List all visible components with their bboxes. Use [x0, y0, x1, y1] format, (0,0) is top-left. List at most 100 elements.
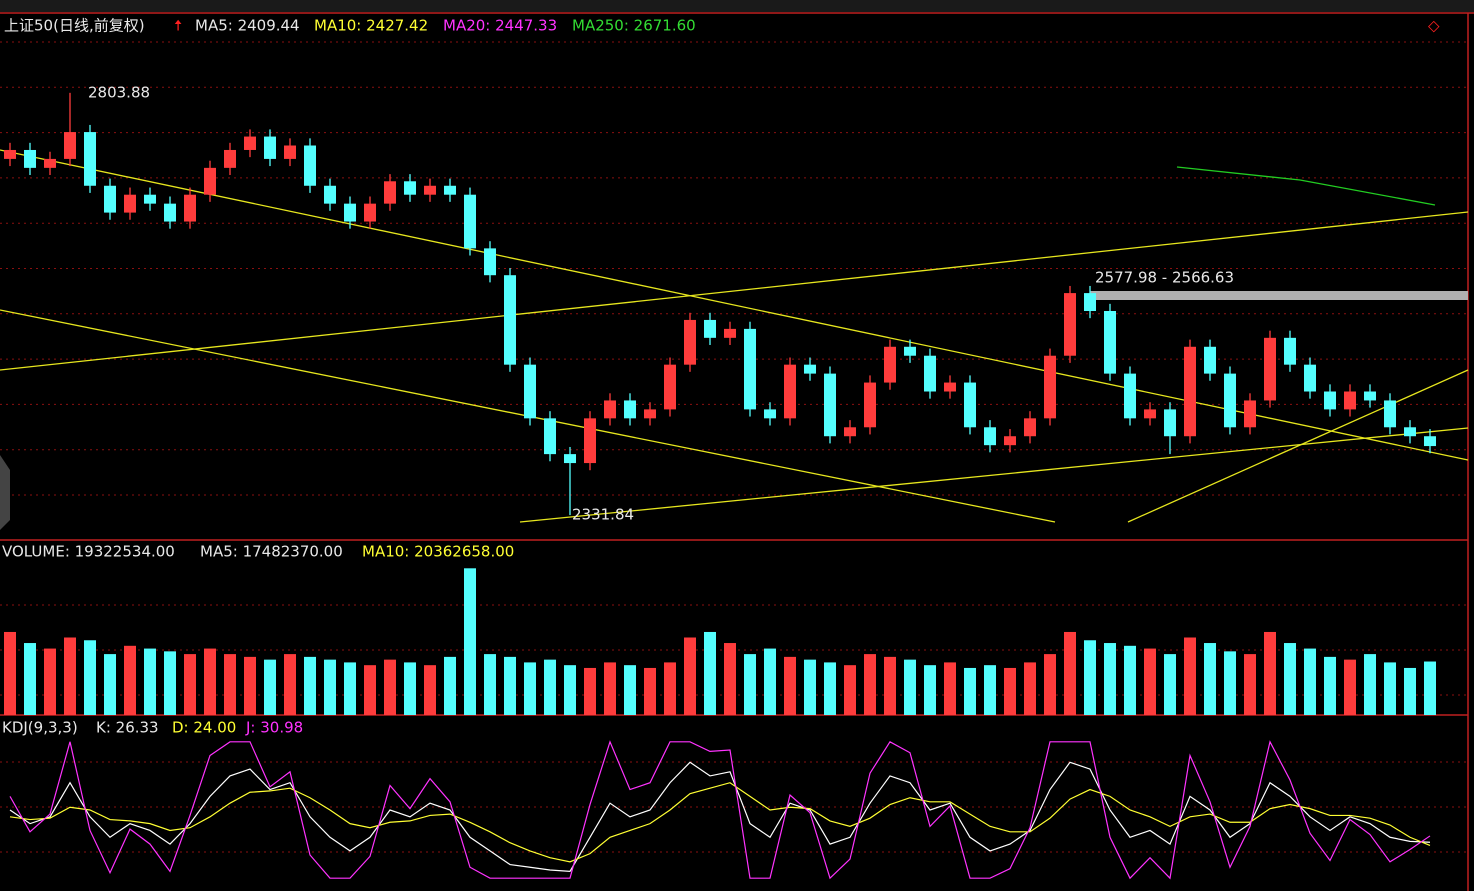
- volume-bar: [484, 654, 496, 715]
- candle-body: [444, 185, 456, 195]
- volume-bar: [1344, 659, 1356, 715]
- volume-bar: [864, 654, 876, 715]
- candle-body: [844, 427, 856, 437]
- candle-body: [164, 203, 176, 222]
- candle-body: [684, 319, 696, 365]
- volume-bar: [504, 656, 516, 715]
- volume-bar: [384, 659, 396, 715]
- up-arrow: 🠅: [174, 17, 182, 35]
- candle-body: [764, 409, 776, 419]
- volume-bar: [564, 665, 576, 715]
- volume-bar: [844, 665, 856, 715]
- kdj-j: J: 30.98: [245, 719, 303, 737]
- volume-bar: [424, 665, 436, 715]
- candle-body: [1164, 409, 1176, 437]
- volume-bar: [1064, 631, 1076, 715]
- volume-bar: [1224, 651, 1236, 715]
- volume-bar: [1144, 648, 1156, 715]
- candle-body: [1144, 409, 1156, 419]
- candle-body: [344, 203, 356, 222]
- volume-bar: [1404, 667, 1416, 715]
- panel-borders: [0, 12, 1474, 891]
- candle-body: [264, 136, 276, 159]
- candle-body: [624, 400, 636, 419]
- volume-bar: [104, 654, 116, 715]
- kdj-line: [9, 761, 1431, 872]
- candle-body: [4, 149, 16, 159]
- volume-bar: [544, 659, 556, 715]
- volume-bar: [1244, 654, 1256, 715]
- candle-body: [944, 382, 956, 392]
- volume-bar: [1164, 654, 1176, 715]
- candle-body: [564, 454, 576, 464]
- chart-title: 上证50(日线,前复权): [4, 17, 145, 35]
- legend-ma20: MA20: 2447.33: [443, 17, 557, 35]
- candle-body: [1004, 436, 1016, 446]
- volume-bar: [1304, 648, 1316, 715]
- volume-bar: [64, 637, 76, 715]
- candle-body: [124, 194, 136, 213]
- volume-bar: [764, 648, 776, 715]
- candle-body: [1424, 436, 1436, 447]
- candle-body: [1364, 391, 1376, 401]
- corner-icon: ◇: [1428, 17, 1440, 35]
- volume-ma10: MA10: 20362658.00: [362, 543, 514, 561]
- volume-bar: [724, 643, 736, 715]
- candle-body: [704, 319, 716, 338]
- candle-body: [724, 328, 736, 338]
- volume-bar: [1424, 661, 1436, 715]
- volume-bar: [1204, 643, 1216, 715]
- candle-body: [1184, 346, 1196, 437]
- candle-body: [24, 149, 36, 168]
- volume-bar: [244, 656, 256, 715]
- volume-bar: [404, 662, 416, 715]
- volume-bar: [464, 568, 476, 715]
- candle-body: [484, 248, 496, 276]
- candle-body: [784, 364, 796, 419]
- candle-body: [744, 328, 756, 410]
- candle-body: [1224, 373, 1236, 428]
- volume-bar: [1284, 643, 1296, 715]
- kdj-line: [9, 740, 1431, 880]
- candle-body: [644, 409, 656, 419]
- volume-bar: [124, 645, 136, 715]
- low-annotation: 2331.84: [572, 506, 634, 524]
- volume-bar: [1384, 662, 1396, 715]
- volume-bar: [744, 654, 756, 715]
- candle-body: [664, 364, 676, 410]
- candle-body: [1084, 293, 1096, 311]
- candle-body: [404, 181, 416, 195]
- candle-body: [244, 136, 256, 150]
- volume-bar: [204, 648, 216, 715]
- volume-bar: [1004, 667, 1016, 715]
- candle-body: [184, 194, 196, 222]
- volume-bar: [1364, 654, 1376, 715]
- volume-bar: [824, 662, 836, 715]
- candle-body: [964, 382, 976, 428]
- candle-body: [824, 373, 836, 437]
- volume-bar: [264, 659, 276, 715]
- legend-ma5: MA5: 2409.44: [195, 17, 300, 35]
- volume-bar: [1264, 631, 1276, 715]
- candle-body: [504, 275, 516, 365]
- volume-bar: [644, 667, 656, 715]
- candle-body: [384, 181, 396, 204]
- candle-body: [544, 418, 556, 455]
- volume-bar: [444, 656, 456, 715]
- candle-body: [304, 145, 316, 186]
- volume-bar: [84, 640, 96, 715]
- volume-bar: [324, 659, 336, 715]
- volume-bar: [304, 656, 316, 715]
- candle-body: [1384, 400, 1396, 428]
- candle-body: [904, 346, 916, 356]
- volume-bar: [904, 659, 916, 715]
- volume-bar: [344, 662, 356, 715]
- candle-body: [1104, 310, 1116, 374]
- volume-bar: [924, 665, 936, 715]
- volume-bar: [984, 665, 996, 715]
- kdj-d: D: 24.00: [172, 719, 236, 737]
- candle-body: [1244, 400, 1256, 428]
- volume-bar: [164, 651, 176, 715]
- candle-body: [1324, 391, 1336, 410]
- volume-ma5: MA5: 17482370.00: [200, 543, 343, 561]
